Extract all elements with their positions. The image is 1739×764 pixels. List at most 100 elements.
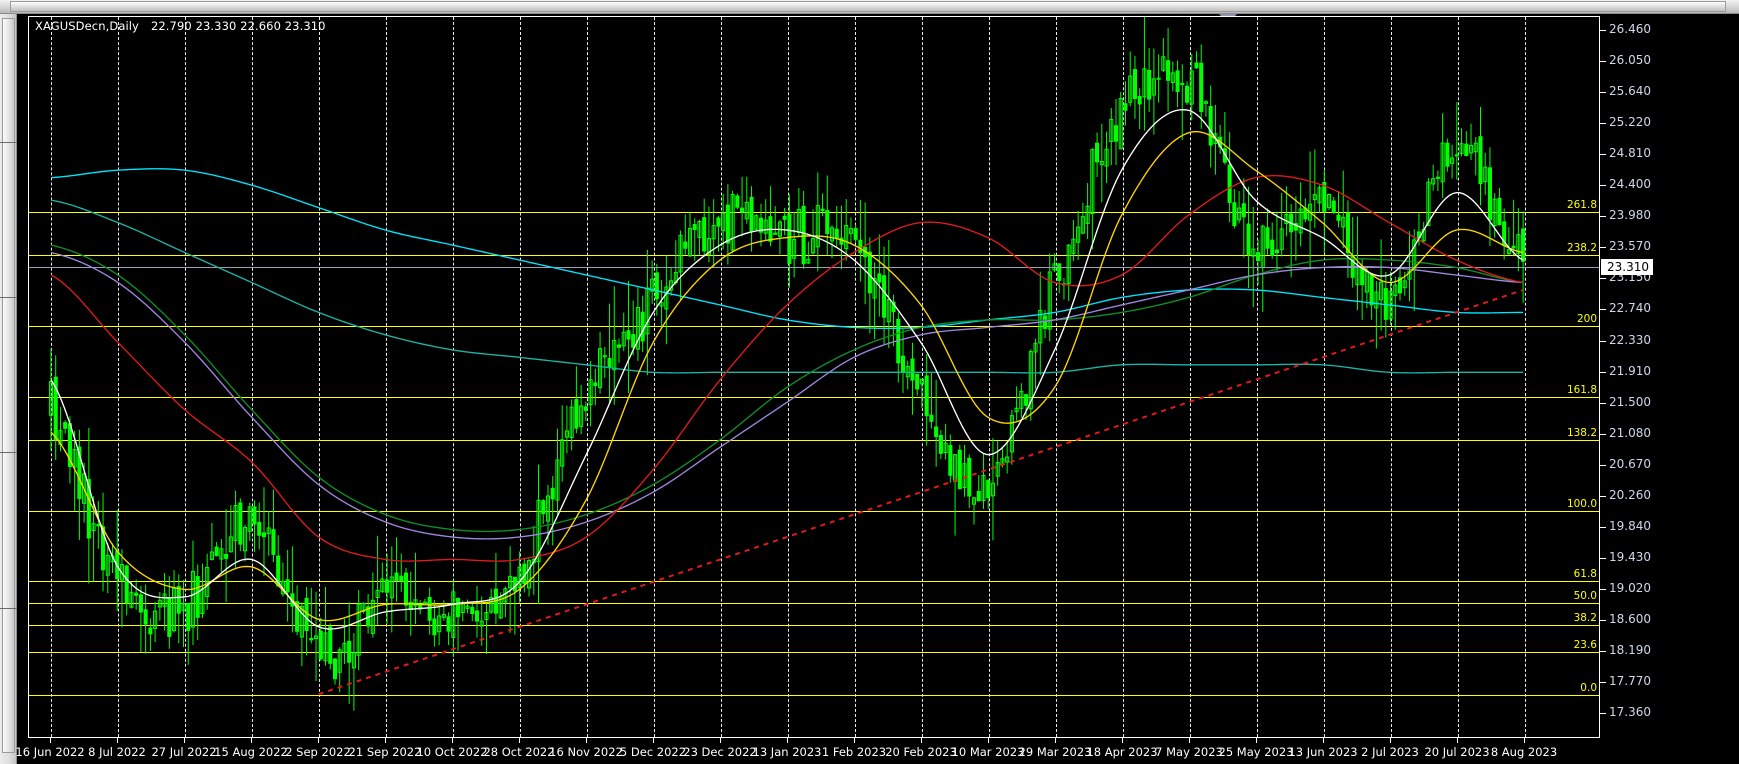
date-tick: [653, 738, 654, 743]
vertical-gridline: [1056, 17, 1057, 737]
candlestick-series: [48, 17, 1526, 711]
price-tick-label: 22.330: [1609, 332, 1651, 347]
date-tick-label: 27 Jul 2022: [151, 745, 217, 759]
date-tick-label: 5 Dec 2022: [619, 745, 687, 759]
price-tick-label: 21.910: [1609, 363, 1651, 378]
current-price-line: [29, 267, 1599, 269]
price-tick: [1600, 92, 1606, 94]
vertical-gridline: [453, 17, 454, 737]
date-tick: [1390, 738, 1391, 743]
vertical-gridline: [118, 17, 119, 737]
date-tick-label: 28 Oct 2022: [483, 745, 555, 759]
date-tick-label: 15 Aug 2022: [214, 745, 288, 759]
fibonacci-level-label: 23.6: [1573, 638, 1597, 651]
fibonacci-level-label: 100.0: [1566, 497, 1597, 510]
price-tick-label: 18.190: [1609, 643, 1651, 657]
date-tick-label: 21 Sep 2022: [348, 745, 422, 759]
fibonacci-level-label: 238.2: [1566, 242, 1597, 255]
vertical-gridline: [1391, 17, 1392, 737]
price-tick: [1600, 278, 1606, 280]
horizontal-scrollbar-thumb[interactable]: [10, 1, 1726, 12]
price-tick-label: 26.460: [1609, 22, 1651, 36]
vertical-gridline: [520, 17, 521, 737]
chart-symbol-timeframe: XAGUSDecn,Daily: [35, 19, 139, 33]
fibonacci-line[interactable]: [29, 651, 1599, 653]
price-tick-label: 26.050: [1609, 53, 1651, 68]
price-tick-label: 21.080: [1609, 425, 1651, 440]
fibonacci-level-label: 50.0: [1573, 590, 1597, 602]
fibonacci-line[interactable]: [29, 695, 1599, 697]
current-price-label: 23.310: [1601, 259, 1653, 276]
fibonacci-level-label: 38.2: [1573, 611, 1597, 624]
price-tick-label: 23.980: [1609, 208, 1651, 223]
price-tick: [1600, 309, 1606, 311]
date-tick: [385, 738, 386, 743]
date-tick-label: 16 Jun 2022: [15, 745, 85, 759]
price-tick: [1600, 30, 1606, 31]
price-tick-label: 17.360: [1609, 705, 1651, 720]
vertical-gridline: [855, 17, 856, 737]
date-tick: [251, 738, 252, 743]
horizontal-scrollbar[interactable]: [0, 0, 1739, 14]
date-tick: [1323, 738, 1324, 743]
date-tick: [50, 738, 51, 743]
date-tick-label: 20 Feb 2023: [885, 745, 957, 759]
date-tick-label: 2 Sep 2022: [285, 745, 351, 759]
vertical-gridline: [654, 17, 655, 737]
fibonacci-line[interactable]: [29, 581, 1599, 583]
price-tick: [1600, 619, 1606, 621]
vertical-gridline: [922, 17, 923, 737]
vertical-scrollbar[interactable]: [0, 14, 17, 764]
vertical-gridline: [989, 17, 990, 737]
date-tick: [184, 738, 185, 743]
vertical-gridline: [1123, 17, 1124, 737]
date-tick: [988, 738, 989, 743]
vertical-gridline: [788, 17, 789, 737]
price-tick-label: 21.500: [1609, 394, 1651, 409]
date-tick: [519, 738, 520, 743]
vertical-gridline: [252, 17, 253, 737]
price-axis[interactable]: 23.310 26.460 26.050 25.640 25.220 24.810 24.…: [1600, 16, 1739, 738]
price-tick-label: 22.740: [1609, 301, 1651, 316]
fibonacci-line[interactable]: [29, 510, 1599, 512]
price-tick: [1600, 123, 1606, 125]
vertical-gridline: [51, 17, 52, 737]
vertical-gridline: [185, 17, 186, 737]
date-tick: [720, 738, 721, 743]
vertical-gridline: [386, 17, 387, 737]
price-tick: [1600, 247, 1606, 249]
price-tick-label: 18.600: [1609, 611, 1651, 626]
chart-plot-area[interactable]: XAGUSDecn,Daily 22.790 23.330 22.660 23.3…: [28, 16, 1600, 738]
price-tick-label: 20.260: [1609, 487, 1651, 502]
price-tick: [1600, 526, 1606, 528]
fibonacci-line[interactable]: [29, 255, 1599, 257]
date-tick: [117, 738, 118, 743]
fibonacci-line[interactable]: [29, 326, 1599, 327]
date-tick-label: 8 Jul 2022: [88, 745, 146, 759]
chart-ohlc-values: 22.790 23.330 22.660 23.310: [150, 19, 326, 33]
date-tick-label: 16 Nov 2022: [549, 745, 623, 759]
vertical-scrollbar-thumb[interactable]: [2, 18, 15, 753]
price-tick: [1600, 340, 1606, 342]
fibonacci-line[interactable]: [29, 624, 1599, 626]
price-tick: [1600, 588, 1606, 590]
date-tick: [854, 738, 855, 743]
date-tick-label: 20 Jul 2023: [1424, 745, 1490, 759]
fibonacci-level-label: 138.2: [1566, 427, 1597, 440]
date-tick-label: 8 Aug 2023: [1490, 745, 1558, 759]
date-tick-label: 10 Mar 2023: [951, 745, 1025, 759]
price-tick-label: 17.770: [1609, 674, 1651, 689]
fibonacci-line[interactable]: [29, 396, 1599, 398]
date-tick: [1524, 738, 1525, 743]
moving-average-lines: [50, 109, 1524, 696]
vertical-gridline: [1190, 17, 1191, 737]
date-tick: [1256, 738, 1257, 743]
fibonacci-line[interactable]: [29, 603, 1599, 604]
vertical-gridline: [1324, 17, 1325, 737]
price-tick: [1600, 464, 1606, 466]
fibonacci-line[interactable]: [29, 211, 1599, 213]
date-tick-label: 13 Jan 2023: [752, 745, 822, 759]
fibonacci-line[interactable]: [29, 440, 1599, 442]
date-axis[interactable]: 16 Jun 2022 8 Jul 2022 27 Jul 2022 15 Aug 2…: [15, 738, 1739, 764]
